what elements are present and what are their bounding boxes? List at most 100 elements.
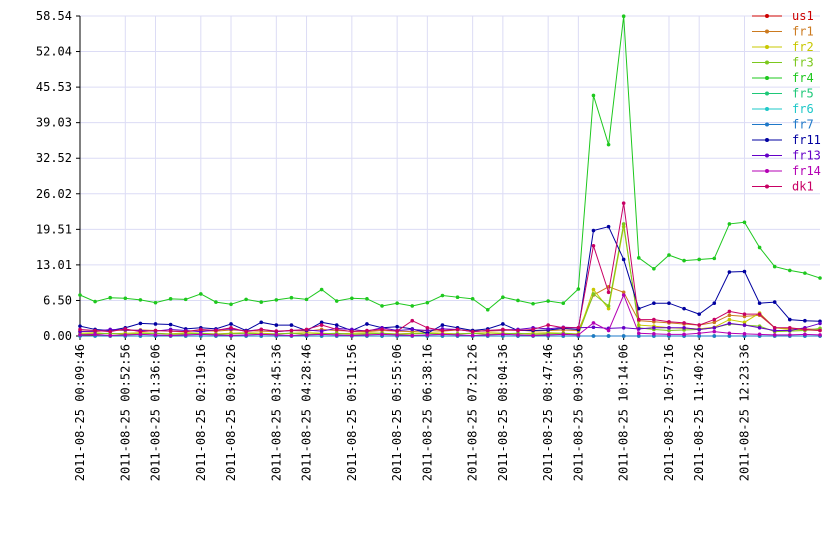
data-point <box>501 332 505 337</box>
x-tick-label: 2011-08-25 06:38:16 <box>420 344 434 481</box>
data-point <box>229 326 233 330</box>
data-point <box>803 271 807 275</box>
data-point <box>289 333 294 338</box>
data-point <box>214 333 218 337</box>
data-point <box>531 327 535 332</box>
data-point <box>621 293 626 297</box>
series-line <box>79 223 821 335</box>
data-point <box>183 333 188 337</box>
legend-label: fr11 <box>792 133 821 147</box>
data-point <box>78 324 82 328</box>
data-point <box>365 322 369 326</box>
x-tick-label: 2011-08-25 00:52:56 <box>118 344 132 481</box>
data-point <box>712 317 717 322</box>
data-point <box>244 297 248 302</box>
data-point <box>138 329 143 334</box>
data-point <box>410 318 415 323</box>
data-point <box>350 296 354 301</box>
data-point <box>757 326 762 330</box>
data-point <box>395 329 399 333</box>
data-point <box>455 333 460 337</box>
data-point <box>621 257 626 262</box>
legend-label: fr6 <box>792 102 814 116</box>
data-point <box>712 329 717 334</box>
data-point <box>229 322 233 326</box>
data-point <box>319 320 324 325</box>
y-tick-label: 13.01 <box>36 258 72 272</box>
data-point <box>712 326 717 330</box>
data-point <box>818 328 822 333</box>
data-point <box>350 329 354 334</box>
legend-label: fr2 <box>792 40 814 54</box>
data-point <box>259 332 264 337</box>
legend-label: fr7 <box>792 118 814 132</box>
legend-label: fr4 <box>792 71 814 85</box>
data-point <box>772 333 777 337</box>
data-point <box>682 258 686 263</box>
data-point <box>425 300 430 305</box>
data-point <box>319 323 324 327</box>
data-point <box>183 297 188 302</box>
data-point <box>727 317 732 322</box>
data-point <box>334 333 339 337</box>
data-point <box>365 328 369 333</box>
data-point <box>652 332 656 336</box>
data-point <box>319 287 324 292</box>
data-point <box>621 326 626 330</box>
data-point <box>485 328 490 333</box>
data-point <box>576 326 581 330</box>
data-point <box>667 332 671 337</box>
data-point <box>395 301 399 306</box>
data-point <box>621 290 626 295</box>
data-point <box>274 333 279 337</box>
data-point <box>727 334 732 338</box>
data-point <box>727 331 732 336</box>
data-point <box>772 264 777 269</box>
x-tick-label: 2011-08-25 10:14:06 <box>617 344 631 481</box>
data-point <box>470 333 475 338</box>
data-point <box>380 332 384 337</box>
data-point <box>697 312 701 316</box>
data-point <box>138 332 143 337</box>
data-point <box>334 327 339 332</box>
data-point <box>787 268 792 273</box>
data-point <box>636 331 641 336</box>
data-point <box>621 201 626 205</box>
data-point <box>727 321 732 326</box>
data-point <box>168 322 173 327</box>
data-point <box>304 297 309 302</box>
data-point <box>380 304 384 308</box>
x-tick-label: 2011-08-25 09:30:56 <box>571 344 585 481</box>
data-point <box>561 332 566 337</box>
legend-label: fr1 <box>792 25 814 39</box>
data-point <box>606 328 611 333</box>
data-point <box>78 327 82 332</box>
data-point <box>727 309 732 314</box>
data-point <box>742 320 747 325</box>
data-point <box>334 323 339 327</box>
data-point <box>727 222 732 226</box>
data-point <box>727 313 732 318</box>
data-point <box>712 256 717 261</box>
data-point <box>652 301 656 306</box>
data-point <box>546 333 550 337</box>
data-point <box>621 334 626 338</box>
data-point <box>244 333 248 337</box>
data-point <box>787 328 792 333</box>
data-point <box>697 323 701 327</box>
data-point <box>652 317 656 322</box>
data-point <box>78 293 82 297</box>
data-point <box>183 329 188 334</box>
data-point <box>667 319 671 324</box>
data-point <box>470 329 475 334</box>
x-tick-label: 2011-08-25 00:09:46 <box>73 344 87 481</box>
data-point <box>606 306 611 311</box>
y-tick-label: 52.04 <box>36 45 72 59</box>
data-point <box>410 333 415 338</box>
data-point <box>425 333 430 337</box>
data-point <box>289 295 294 300</box>
series-line <box>79 293 821 336</box>
data-point <box>410 304 415 308</box>
data-point <box>712 334 717 338</box>
data-point <box>803 318 807 323</box>
